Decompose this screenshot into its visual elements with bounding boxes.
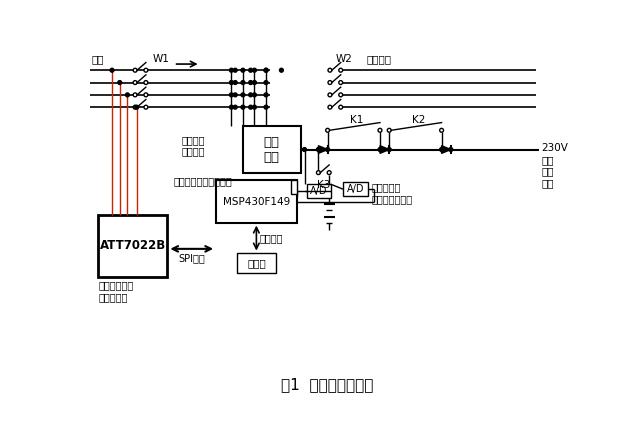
Polygon shape	[441, 146, 451, 153]
Circle shape	[144, 68, 148, 72]
Text: K3: K3	[317, 180, 330, 190]
Circle shape	[241, 93, 245, 97]
Circle shape	[327, 170, 331, 174]
Polygon shape	[318, 146, 327, 153]
Circle shape	[264, 105, 268, 109]
Text: 整流
电路: 整流 电路	[264, 135, 280, 163]
Text: SPI接口: SPI接口	[178, 253, 205, 263]
Text: 图1  设备的工艺流程: 图1 设备的工艺流程	[282, 377, 374, 392]
Circle shape	[303, 147, 306, 151]
Circle shape	[229, 68, 233, 72]
Circle shape	[264, 68, 268, 72]
Circle shape	[144, 93, 148, 97]
Circle shape	[339, 81, 343, 84]
Text: ATT7022B: ATT7022B	[99, 239, 166, 252]
Circle shape	[280, 68, 283, 72]
Circle shape	[248, 68, 252, 72]
Circle shape	[233, 105, 237, 109]
Circle shape	[110, 68, 114, 72]
Circle shape	[233, 68, 237, 72]
Text: W1: W1	[153, 55, 169, 64]
Circle shape	[378, 147, 382, 151]
Circle shape	[326, 128, 329, 132]
Circle shape	[326, 147, 329, 151]
Text: 检测电池组
单体电压等参数: 检测电池组 单体电压等参数	[371, 182, 413, 204]
Text: 检测整流电路输出参数: 检测整流电路输出参数	[174, 176, 233, 186]
Circle shape	[233, 93, 237, 97]
Polygon shape	[380, 146, 389, 153]
Circle shape	[252, 81, 257, 84]
Text: A/D: A/D	[347, 184, 364, 194]
Circle shape	[339, 68, 343, 72]
Circle shape	[264, 68, 268, 72]
Circle shape	[248, 93, 252, 97]
Circle shape	[144, 105, 148, 109]
Circle shape	[440, 128, 443, 132]
Circle shape	[328, 105, 332, 109]
Text: K1: K1	[350, 115, 363, 124]
Bar	[216, 180, 297, 223]
Circle shape	[440, 147, 443, 151]
Text: W2: W2	[335, 55, 352, 64]
Circle shape	[328, 68, 332, 72]
Bar	[237, 254, 276, 273]
Circle shape	[229, 105, 233, 109]
Bar	[307, 184, 331, 198]
Circle shape	[317, 170, 320, 174]
Circle shape	[252, 68, 257, 72]
Text: 检测电压、电
流、谐波等: 检测电压、电 流、谐波等	[98, 281, 133, 302]
Bar	[290, 180, 297, 194]
Circle shape	[133, 68, 137, 72]
Circle shape	[264, 93, 268, 97]
Circle shape	[387, 147, 391, 151]
Circle shape	[125, 93, 129, 97]
Circle shape	[328, 93, 332, 97]
Circle shape	[144, 81, 148, 84]
Text: 母线: 母线	[91, 55, 104, 64]
Circle shape	[252, 105, 257, 109]
Circle shape	[133, 93, 137, 97]
Circle shape	[133, 105, 137, 109]
Bar	[343, 182, 368, 196]
Circle shape	[387, 128, 391, 132]
Circle shape	[133, 81, 137, 84]
Circle shape	[264, 81, 268, 84]
Text: 上位机: 上位机	[247, 258, 266, 268]
Circle shape	[449, 147, 453, 151]
Text: 串行通信: 串行通信	[259, 233, 283, 243]
Bar	[98, 215, 168, 277]
Circle shape	[252, 93, 257, 97]
Text: 230V
工作
电源
输出: 230V 工作 电源 输出	[541, 143, 569, 188]
Bar	[243, 127, 301, 173]
Circle shape	[229, 81, 233, 84]
Circle shape	[233, 81, 237, 84]
Text: A/D: A/D	[310, 186, 328, 196]
Circle shape	[328, 81, 332, 84]
Text: 备用母线: 备用母线	[366, 55, 391, 64]
Circle shape	[241, 81, 245, 84]
Text: 交流电压
电流采样: 交流电压 电流采样	[182, 135, 205, 156]
Circle shape	[248, 81, 252, 84]
Circle shape	[317, 147, 320, 151]
Circle shape	[339, 93, 343, 97]
Text: K2: K2	[412, 115, 425, 124]
Circle shape	[339, 105, 343, 109]
Circle shape	[135, 105, 139, 109]
Circle shape	[378, 128, 382, 132]
Circle shape	[241, 68, 245, 72]
Text: MSP430F149: MSP430F149	[223, 197, 290, 206]
Circle shape	[248, 105, 252, 109]
Circle shape	[229, 93, 233, 97]
Circle shape	[118, 81, 122, 84]
Circle shape	[241, 105, 245, 109]
